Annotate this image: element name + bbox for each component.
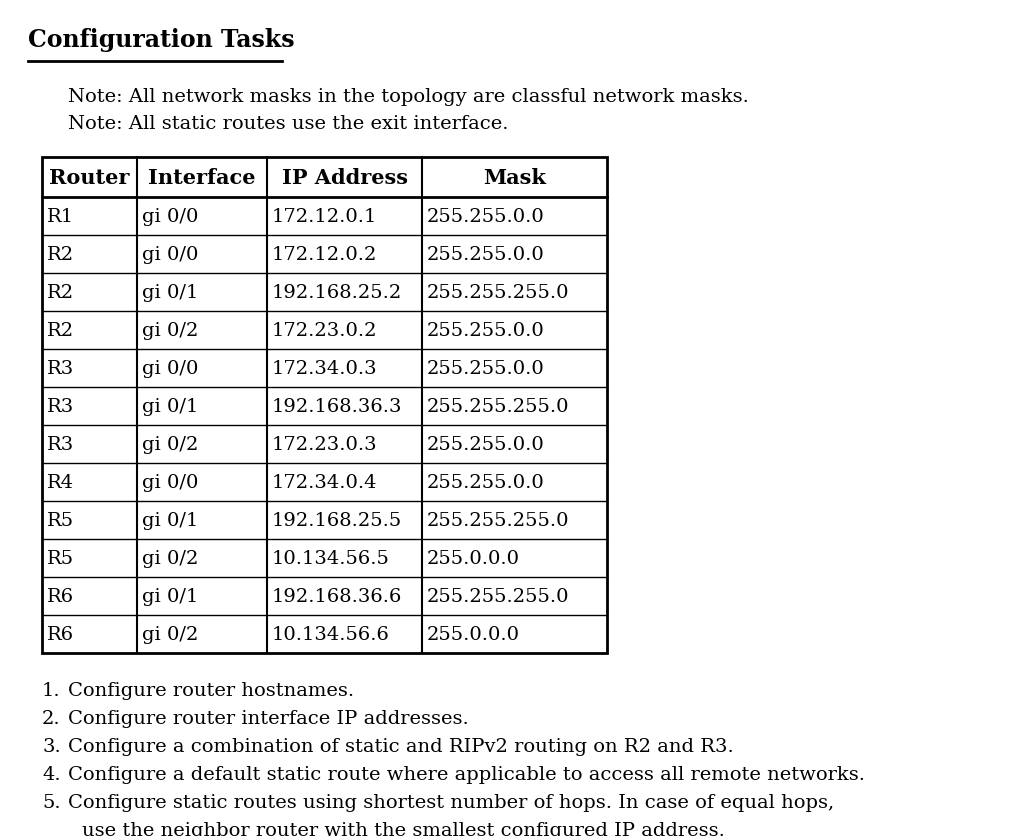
- Text: Configuration Tasks: Configuration Tasks: [28, 28, 295, 52]
- Text: 255.255.0.0: 255.255.0.0: [427, 208, 545, 226]
- Text: Configure router interface IP addresses.: Configure router interface IP addresses.: [68, 709, 469, 727]
- Text: 255.255.0.0: 255.255.0.0: [427, 322, 545, 339]
- Text: R5: R5: [47, 549, 74, 568]
- Text: 255.255.255.0: 255.255.255.0: [427, 398, 569, 415]
- Text: Note: All static routes use the exit interface.: Note: All static routes use the exit int…: [68, 115, 509, 133]
- Text: 172.34.0.3: 172.34.0.3: [272, 359, 378, 378]
- Text: 192.168.25.2: 192.168.25.2: [272, 283, 402, 302]
- Text: Mask: Mask: [483, 168, 546, 188]
- Text: 255.255.255.0: 255.255.255.0: [427, 588, 569, 605]
- Text: gi 0/0: gi 0/0: [142, 359, 199, 378]
- Text: 2.: 2.: [42, 709, 60, 727]
- Text: 255.0.0.0: 255.0.0.0: [427, 625, 520, 643]
- Text: gi 0/0: gi 0/0: [142, 473, 199, 492]
- Text: 172.23.0.2: 172.23.0.2: [272, 322, 378, 339]
- Text: use the neighbor router with the smallest configured IP address.: use the neighbor router with the smalles…: [82, 821, 725, 836]
- Text: gi 0/1: gi 0/1: [142, 512, 199, 529]
- Text: 192.168.36.6: 192.168.36.6: [272, 588, 402, 605]
- Text: 172.23.0.3: 172.23.0.3: [272, 436, 378, 453]
- Text: 255.255.0.0: 255.255.0.0: [427, 246, 545, 263]
- Text: 255.255.0.0: 255.255.0.0: [427, 436, 545, 453]
- Text: R3: R3: [47, 359, 75, 378]
- Text: Note: All network masks in the topology are classful network masks.: Note: All network masks in the topology …: [68, 88, 749, 106]
- Text: gi 0/1: gi 0/1: [142, 588, 199, 605]
- Text: Configure a combination of static and RIPv2 routing on R2 and R3.: Configure a combination of static and RI…: [68, 737, 734, 755]
- Bar: [42, 158, 607, 653]
- Text: Configure router hostnames.: Configure router hostnames.: [68, 681, 354, 699]
- Text: Router: Router: [49, 168, 130, 188]
- Text: gi 0/2: gi 0/2: [142, 322, 199, 339]
- Text: gi 0/0: gi 0/0: [142, 208, 199, 226]
- Text: R2: R2: [47, 246, 74, 263]
- Text: R3: R3: [47, 436, 75, 453]
- Text: 255.255.0.0: 255.255.0.0: [427, 359, 545, 378]
- Text: gi 0/2: gi 0/2: [142, 625, 199, 643]
- Text: Configure static routes using shortest number of hops. In case of equal hops,: Configure static routes using shortest n…: [68, 793, 835, 811]
- Text: 192.168.36.3: 192.168.36.3: [272, 398, 402, 415]
- Text: R6: R6: [47, 588, 74, 605]
- Text: R1: R1: [47, 208, 74, 226]
- Text: R5: R5: [47, 512, 74, 529]
- Text: gi 0/1: gi 0/1: [142, 283, 199, 302]
- Text: R6: R6: [47, 625, 74, 643]
- Text: R4: R4: [47, 473, 74, 492]
- Text: 255.255.255.0: 255.255.255.0: [427, 283, 569, 302]
- Text: Interface: Interface: [148, 168, 256, 188]
- Text: 1.: 1.: [42, 681, 60, 699]
- Text: 255.0.0.0: 255.0.0.0: [427, 549, 520, 568]
- Text: 255.255.255.0: 255.255.255.0: [427, 512, 569, 529]
- Text: 172.34.0.4: 172.34.0.4: [272, 473, 378, 492]
- Text: R2: R2: [47, 322, 74, 339]
- Text: 255.255.0.0: 255.255.0.0: [427, 473, 545, 492]
- Text: gi 0/1: gi 0/1: [142, 398, 199, 415]
- Text: IP Address: IP Address: [282, 168, 408, 188]
- Text: R2: R2: [47, 283, 74, 302]
- Text: 172.12.0.2: 172.12.0.2: [272, 246, 378, 263]
- Text: 4.: 4.: [42, 765, 60, 783]
- Bar: [42, 158, 607, 653]
- Text: 5.: 5.: [42, 793, 60, 811]
- Text: gi 0/0: gi 0/0: [142, 246, 199, 263]
- Text: 172.12.0.1: 172.12.0.1: [272, 208, 378, 226]
- Text: gi 0/2: gi 0/2: [142, 549, 199, 568]
- Text: R3: R3: [47, 398, 75, 415]
- Text: 10.134.56.6: 10.134.56.6: [272, 625, 390, 643]
- Text: 3.: 3.: [42, 737, 60, 755]
- Text: 10.134.56.5: 10.134.56.5: [272, 549, 390, 568]
- Text: Configure a default static route where applicable to access all remote networks.: Configure a default static route where a…: [68, 765, 865, 783]
- Text: 192.168.25.5: 192.168.25.5: [272, 512, 402, 529]
- Text: gi 0/2: gi 0/2: [142, 436, 199, 453]
